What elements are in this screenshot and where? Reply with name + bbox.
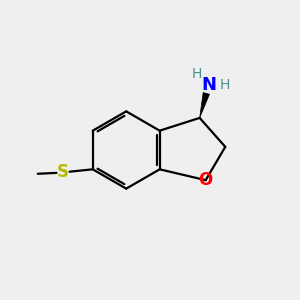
Text: H: H <box>191 67 202 81</box>
Text: H: H <box>220 78 230 92</box>
Polygon shape <box>200 92 209 118</box>
Text: O: O <box>199 171 213 189</box>
Text: S: S <box>57 163 69 181</box>
Text: N: N <box>201 76 216 94</box>
